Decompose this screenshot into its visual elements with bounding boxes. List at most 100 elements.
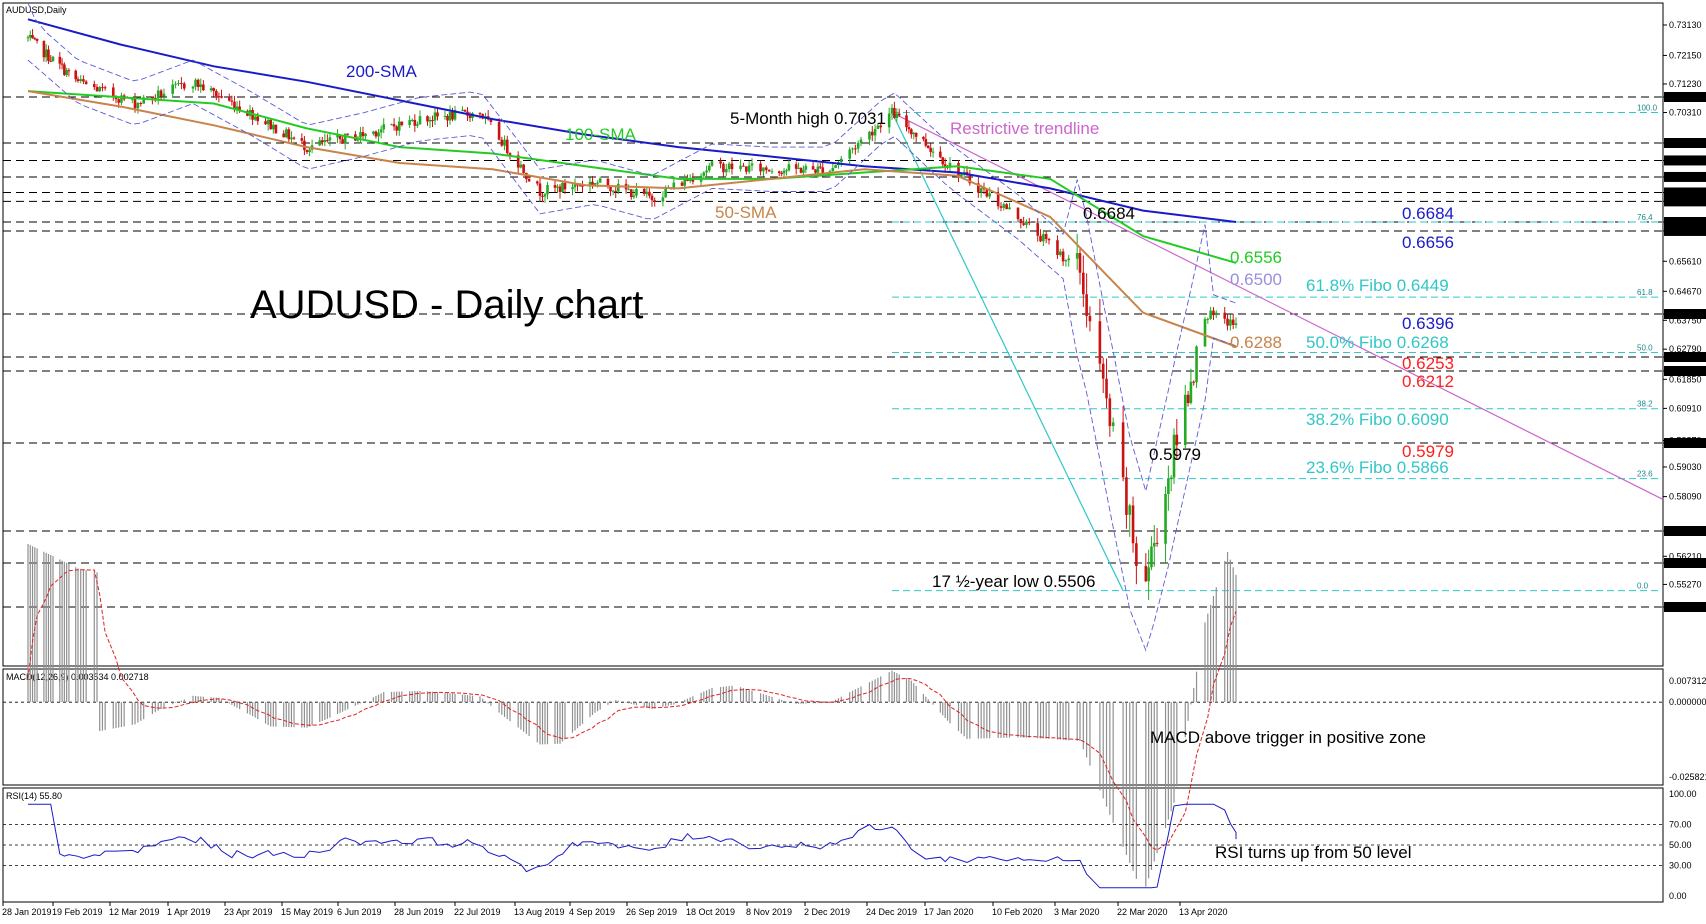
candle-body: [49, 60, 53, 62]
candle-body: [802, 169, 805, 173]
candle-body: [573, 184, 577, 188]
candle-body: [463, 109, 467, 112]
candle-body: [831, 167, 835, 171]
fibo-pct-label: 50.0: [1637, 343, 1653, 352]
candle-body: [451, 112, 454, 120]
candle-body: [133, 98, 137, 109]
right-0-5979-label: 0.5979: [1402, 442, 1454, 461]
price-level-box: [1664, 196, 1706, 207]
candle-body: [372, 131, 375, 134]
candle-body: [377, 132, 380, 137]
candle-body: [750, 163, 754, 166]
candle-body: [1183, 394, 1187, 446]
candle-body: [648, 191, 651, 196]
candle-body: [767, 169, 771, 172]
candle-body: [1189, 381, 1193, 404]
candle-body: [996, 193, 1000, 207]
band-0-6500-label: 0.6500: [1230, 270, 1282, 289]
candle-body: [1111, 422, 1115, 427]
candle-body: [74, 70, 78, 80]
candle-body: [130, 98, 134, 100]
bollinger-upper: [27, 2, 1237, 492]
candle-body: [303, 140, 306, 151]
candle-body: [156, 90, 160, 99]
fibo-pct-label: 100.0: [1637, 104, 1658, 113]
date-axis-label: 13 Apr 2020: [1179, 907, 1228, 917]
price-level-box: [1664, 187, 1706, 198]
right-0-6396-label: 0.6396: [1402, 314, 1454, 333]
candle-body: [1128, 505, 1132, 515]
candle-body: [220, 96, 223, 98]
candle-body: [1121, 422, 1125, 478]
candle-body: [1036, 223, 1040, 236]
candle-body: [98, 87, 102, 92]
price-level-box: [1664, 171, 1706, 182]
candle-body: [744, 166, 748, 172]
candle-body: [79, 79, 83, 81]
level-0-6684-label: 0.6684: [1083, 204, 1135, 223]
candle-body: [912, 132, 916, 135]
candle-body: [924, 139, 928, 146]
candle-body: [914, 132, 918, 137]
price-level-box: [1664, 366, 1706, 376]
price-level-box-label: 0.66560: [1666, 226, 1699, 236]
candle-body: [535, 181, 539, 184]
candle-body: [139, 102, 143, 104]
candle-body: [269, 119, 273, 130]
price-level-box: [1664, 352, 1706, 362]
candle-body: [400, 121, 404, 126]
candle-body: [461, 109, 464, 111]
candle-body: [31, 35, 34, 39]
candle-body: [1195, 346, 1198, 383]
candle-body: [336, 135, 339, 138]
candle-body: [159, 90, 163, 97]
candle-body: [609, 186, 612, 192]
candle-body: [563, 182, 567, 190]
candle-body: [290, 137, 293, 140]
symbol-label: AUDUSD,Daily: [6, 5, 67, 15]
candle-body: [1175, 434, 1179, 446]
candle-body: [770, 171, 774, 173]
candle-body: [982, 188, 986, 190]
candle-body: [500, 139, 504, 146]
candle-body: [561, 182, 564, 192]
candle-body: [985, 189, 989, 197]
candle-body: [215, 90, 218, 97]
candle-body: [617, 183, 620, 192]
candle-body: [508, 153, 512, 156]
candle-body: [538, 183, 542, 196]
right-0-6656-label: 0.6656: [1402, 233, 1454, 252]
price-axis-label: 0.62790: [1669, 344, 1702, 354]
price-level-box: [1664, 602, 1706, 612]
candle-body: [1061, 251, 1065, 262]
candle-body: [436, 112, 439, 117]
fibo-diagonal: [891, 112, 1124, 591]
candle-body: [780, 173, 783, 175]
candle-body: [762, 167, 765, 172]
candle-body: [233, 101, 236, 110]
fibo-61-8-label: 61.8% Fibo 0.6449: [1306, 276, 1449, 295]
candle-body: [591, 181, 594, 186]
candle-body: [142, 97, 145, 104]
date-axis-label: 19 Feb 2019: [52, 907, 103, 917]
candle-body: [497, 121, 501, 140]
candle-body: [848, 149, 852, 159]
price-axis-label: 0.65610: [1669, 256, 1702, 266]
candle-body: [341, 139, 344, 144]
candle-body: [28, 35, 32, 38]
price-level-box: [1664, 92, 1706, 102]
sma50-value-label: 0.6288: [1230, 333, 1282, 352]
candle-body: [60, 63, 64, 65]
fibo-pct-label: 0.0: [1637, 582, 1649, 591]
candle-body: [505, 139, 509, 154]
candle-body: [44, 49, 48, 58]
candle-body: [282, 133, 285, 138]
candle-body: [645, 191, 649, 194]
date-axis-label: 24 Dec 2019: [866, 907, 917, 917]
candle-body: [180, 83, 183, 85]
candle-body: [556, 186, 559, 188]
candle-body: [811, 166, 815, 170]
candle-body: [571, 187, 574, 190]
candle-body: [724, 169, 728, 173]
price-level-box-label: 0.63960: [1666, 309, 1699, 319]
